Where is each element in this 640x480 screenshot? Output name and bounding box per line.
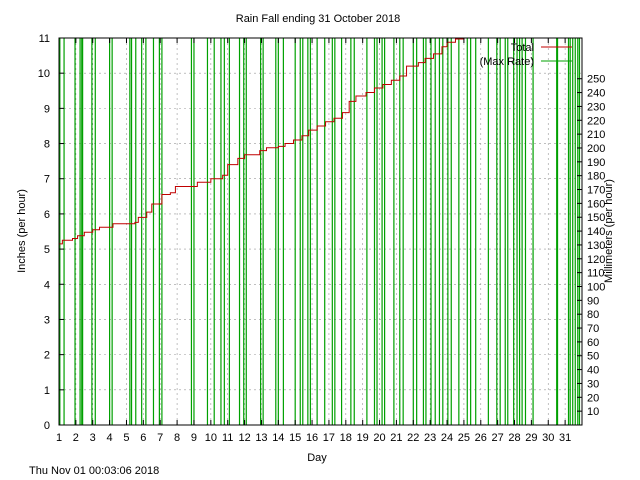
x-tick-label: 3 xyxy=(90,432,96,444)
y2-tick-label: 200 xyxy=(587,143,605,155)
y2-tick-label: 10 xyxy=(587,406,599,418)
axis-ticks xyxy=(58,37,582,426)
y-axis-label: Inches (per hour) xyxy=(16,189,28,273)
y-tick-label: 11 xyxy=(39,33,50,45)
y2-tick-label: 90 xyxy=(587,295,599,307)
y-tick-label: 10 xyxy=(38,68,50,80)
x-tick-label: 2 xyxy=(73,432,79,444)
y2-tick-label: 150 xyxy=(587,212,605,224)
y-tick-labels: 0 1 2 3 4 5 6 7 8 9 10 11 xyxy=(38,33,50,432)
x-tick-label: 29 xyxy=(525,432,537,444)
y2-tick-label: 190 xyxy=(587,157,605,169)
x-tick-label: 12 xyxy=(238,432,250,444)
x-tick-label: 23 xyxy=(424,432,436,444)
x-tick-label: 28 xyxy=(508,432,520,444)
y2-tick-label: 80 xyxy=(587,309,599,321)
y2-tick-label: 250 xyxy=(587,74,605,86)
legend: Total (Max Rate) xyxy=(480,42,572,68)
y-tick-label: 3 xyxy=(44,314,50,326)
x-tick-label: 14 xyxy=(272,432,284,444)
y2-tick-label: 70 xyxy=(587,323,599,335)
y2-tick-labels: 1020304050607080901001101201301401501601… xyxy=(587,74,605,418)
y2-tick-label: 120 xyxy=(587,254,605,266)
legend-label-max-rate: (Max Rate) xyxy=(480,56,534,68)
x-tick-label: 18 xyxy=(340,432,352,444)
grid xyxy=(59,38,582,425)
y2-tick-label: 110 xyxy=(587,268,605,280)
x-tick-label: 10 xyxy=(205,432,217,444)
x-tick-label: 22 xyxy=(407,432,419,444)
x-tick-label: 11 xyxy=(222,432,233,444)
y-tick-label: 7 xyxy=(44,174,50,186)
x-tick-label: 16 xyxy=(306,432,318,444)
x-tick-labels: 1 2 3 4 5 6 7 8 9 10 11 12 13 14 15 16 17 18 19 20 21 22 23 24 2… xyxy=(56,432,571,444)
y-tick-label: 6 xyxy=(44,209,50,221)
series-max-rate xyxy=(59,38,581,425)
legend-label-total: Total xyxy=(511,42,534,54)
y2-tick-label: 220 xyxy=(587,115,605,127)
y-tick-label: 8 xyxy=(44,139,50,151)
y2-tick-label: 210 xyxy=(587,129,605,141)
x-tick-label: 9 xyxy=(191,432,197,444)
x-tick-label: 8 xyxy=(174,432,180,444)
y2-tick-label: 40 xyxy=(587,365,599,377)
y2-tick-label: 140 xyxy=(587,226,605,238)
y2-tick-label: 60 xyxy=(587,337,599,349)
x-tick-label: 25 xyxy=(458,432,470,444)
x-tick-label: 26 xyxy=(475,432,487,444)
y-tick-label: 2 xyxy=(44,350,50,362)
y2-tick-label: 20 xyxy=(587,392,599,404)
x-tick-label: 20 xyxy=(373,432,385,444)
y2-axis-label: Millimeters (per hour) xyxy=(603,179,615,283)
x-tick-label: 7 xyxy=(157,432,163,444)
y2-tick-label: 180 xyxy=(587,171,605,183)
y2-tick-label: 100 xyxy=(587,281,605,293)
x-axis-label: Day xyxy=(307,452,327,464)
x-tick-label: 4 xyxy=(107,432,113,444)
y2-tick-label: 50 xyxy=(587,351,599,363)
y-tick-label: 4 xyxy=(44,279,50,291)
footer-timestamp: Thu Nov 01 00:03:06 2018 xyxy=(29,465,160,477)
plot-frame xyxy=(58,37,583,426)
y2-tick-label: 170 xyxy=(587,185,605,197)
y2-tick-label: 230 xyxy=(587,101,605,113)
y-tick-label: 0 xyxy=(44,420,50,432)
total-line xyxy=(59,38,465,245)
x-tick-label: 6 xyxy=(140,432,146,444)
x-tick-label: 24 xyxy=(441,432,453,444)
x-tick-label: 13 xyxy=(255,432,267,444)
y-tick-label: 1 xyxy=(44,385,50,397)
x-tick-label: 30 xyxy=(542,432,554,444)
y2-tick-label: 160 xyxy=(587,198,605,210)
y2-tick-label: 30 xyxy=(587,378,599,390)
x-tick-label: 31 xyxy=(559,432,571,444)
x-tick-label: 21 xyxy=(390,432,402,444)
x-tick-label: 15 xyxy=(289,432,301,444)
series-total xyxy=(59,38,465,245)
x-tick-label: 5 xyxy=(123,432,129,444)
y-tick-label: 5 xyxy=(44,244,50,256)
y-tick-label: 9 xyxy=(44,103,50,115)
x-tick-label: 19 xyxy=(357,432,369,444)
y2-tick-label: 240 xyxy=(587,88,605,100)
x-tick-label: 27 xyxy=(492,432,504,444)
x-tick-label: 17 xyxy=(323,432,335,444)
chart-title: Rain Fall ending 31 October 2018 xyxy=(236,13,401,25)
x-tick-label: 1 xyxy=(56,432,62,444)
y2-tick-label: 130 xyxy=(587,240,605,252)
